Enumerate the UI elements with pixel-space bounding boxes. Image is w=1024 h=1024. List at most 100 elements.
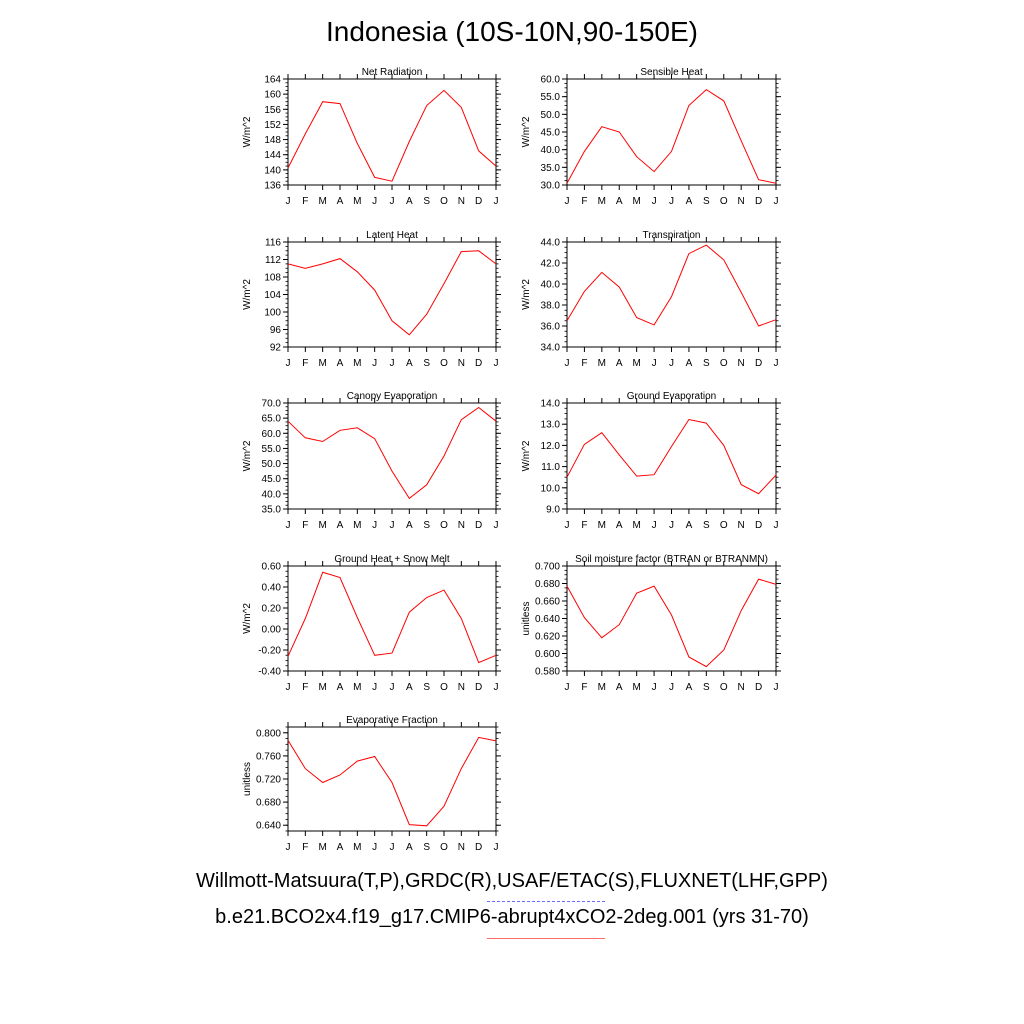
chart-panel: Sensible Heat W/m^2 30.0 35.0 40.0 45.0 50.0 55… [521,67,781,207]
y-tick-label: 116 [265,238,281,249]
chart-panel: Ground Evaporation W/m^2 9.0 10.0 11.0 12.0 13… [521,391,781,531]
x-tick-label: D [475,196,482,207]
x-tick-label: J [372,196,377,207]
x-tick-label: F [302,358,308,369]
x-tick-label: J [774,358,779,369]
y-axis-label: W/m^2 [521,279,532,310]
model-case-label: b.e21.BCO2x4.f19_g17.CMIP6-abrupt4xCO2-2… [215,906,809,928]
x-tick-label: J [372,842,377,853]
model-series-line [566,88,777,184]
chart-panel: Canopy Evaporation W/m^2 35.0 40.0 45.0 50.0 5… [242,391,501,531]
y-tick-label: 14.0 [541,399,561,410]
x-tick-label: M [353,520,361,531]
y-tick-label: 0.580 [535,667,560,678]
y-tick-label: 50.0 [262,459,282,470]
x-tick-label: A [686,196,693,207]
model-series-line [566,578,777,668]
x-tick-label: J [565,196,570,207]
x-tick-label: M [318,196,326,207]
observations-legend-line [487,901,605,902]
y-tick-label: 40.0 [262,489,282,500]
x-tick-label: F [302,682,308,693]
x-tick-label: A [616,358,623,369]
x-tick-label: D [475,520,482,531]
y-axis-label: unitless [242,762,253,796]
y-tick-label: 45.0 [262,474,282,485]
x-tick-label: A [337,196,344,207]
y-tick-label: 55.0 [262,444,282,455]
model-series-line [287,250,497,336]
y-axis-label: W/m^2 [242,116,253,147]
x-tick-label: O [720,682,728,693]
panel-title: Latent Heat [366,230,418,241]
x-tick-label: F [581,358,587,369]
x-tick-label: M [632,358,640,369]
x-tick-label: J [565,358,570,369]
x-tick-label: J [372,520,377,531]
model-series-line [566,418,777,495]
x-tick-label: S [703,520,710,531]
x-tick-label: M [318,682,326,693]
x-tick-label: J [286,842,291,853]
y-tick-label: 92 [270,343,282,354]
x-tick-label: J [286,682,291,693]
x-tick-label: J [494,520,499,531]
x-tick-label: J [774,520,779,531]
y-tick-label: 13.0 [541,420,561,431]
x-tick-label: A [616,196,623,207]
x-tick-label: M [353,196,361,207]
y-tick-label: -0.20 [258,646,281,657]
x-tick-label: S [423,682,430,693]
x-tick-label: M [598,520,606,531]
x-tick-label: J [286,358,291,369]
y-tick-label: 0.620 [535,632,560,643]
x-tick-label: J [774,682,779,693]
y-axis-label: W/m^2 [242,279,253,310]
chart-panel: Evaporative Fraction unitless 0.640 0.680 0.… [242,715,501,853]
x-tick-label: J [565,682,570,693]
x-tick-label: J [669,682,674,693]
x-tick-label: J [669,196,674,207]
y-tick-label: 0.680 [535,579,560,590]
x-tick-label: J [652,196,657,207]
plot-frame [287,402,497,510]
model-series-line [287,406,497,500]
chart-panel: Net Radiation W/m^2 136 140 144 148 152 156 160 1… [242,67,501,207]
model-series-line [287,736,497,827]
y-tick-label: 156 [264,105,281,116]
x-tick-label: M [632,682,640,693]
y-tick-label: 65.0 [262,414,282,425]
x-tick-label: J [390,842,395,853]
y-tick-label: 148 [264,135,281,146]
x-tick-label: M [353,682,361,693]
x-tick-label: J [652,682,657,693]
x-tick-label: O [440,196,448,207]
y-tick-label: 30.0 [541,181,561,192]
x-tick-label: F [581,196,587,207]
x-tick-label: M [318,842,326,853]
y-tick-label: 112 [265,255,281,266]
x-tick-label: A [686,682,693,693]
x-tick-label: M [318,358,326,369]
x-tick-label: O [720,196,728,207]
x-tick-label: A [337,358,344,369]
y-tick-label: 45.0 [541,128,561,139]
x-tick-label: J [774,196,779,207]
y-tick-label: 0.600 [535,649,560,660]
x-tick-label: F [581,520,587,531]
y-tick-label: 60.0 [262,429,282,440]
x-tick-label: A [406,358,413,369]
x-tick-label: O [440,682,448,693]
x-tick-label: F [581,682,587,693]
model-series-line [287,89,497,182]
x-tick-label: J [372,682,377,693]
y-axis-label: W/m^2 [521,440,532,471]
y-axis-label: unitless [521,602,532,636]
x-tick-label: J [494,358,499,369]
y-tick-label: 40.0 [541,145,561,156]
x-tick-label: O [720,358,728,369]
x-tick-label: J [390,682,395,693]
plot-frame [287,726,497,832]
